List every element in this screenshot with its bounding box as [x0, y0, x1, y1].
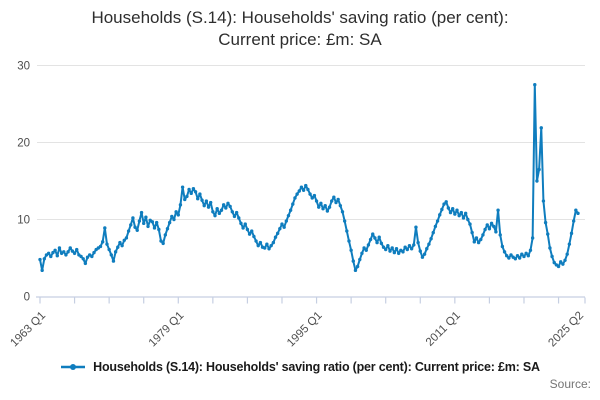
x-tick-label: 1995 Q1 [285, 310, 325, 350]
y-tick-label-0: 0 [24, 292, 30, 304]
data-point-markers [38, 83, 580, 273]
saving-ratio-line [39, 83, 579, 272]
legend[interactable]: Households (S.14): Households' saving ra… [0, 360, 600, 374]
y-tick-label-20: 20 [17, 138, 30, 150]
legend-label: Households (S.14): Households' saving ra… [93, 360, 540, 374]
source-label: Source: [549, 377, 591, 391]
plot-area: 0 10 20 30 1963 Q1 1979 Q1 1995 Q1 2011 Q1 2025 … [8, 61, 586, 350]
x-tick-label: 1963 Q1 [8, 310, 48, 350]
chart-title: Households (S.14): Households' saving ra… [0, 7, 600, 51]
x-tick-label: 1979 Q1 [147, 310, 187, 350]
chart-title-line1: Households (S.14): Households' saving ra… [91, 8, 509, 27]
legend-line-dot-icon [61, 364, 86, 370]
y-tick-label-30: 30 [17, 61, 30, 73]
y-tick-label-10: 10 [17, 215, 30, 227]
x-tick-label: 2011 Q1 [424, 310, 463, 349]
chart-title-line2: Current price: £m: SA [218, 30, 382, 49]
x-tick-label: 2025 Q2 [546, 310, 586, 350]
